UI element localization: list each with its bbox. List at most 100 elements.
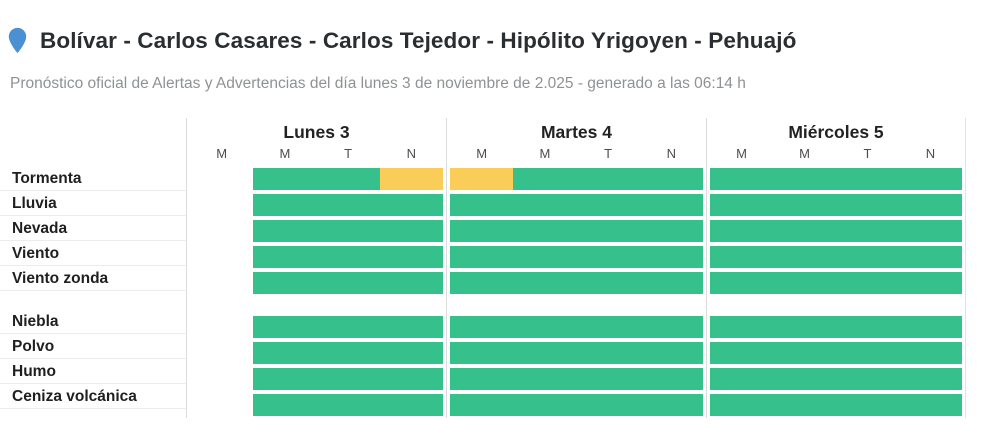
day-column: Martes 4 M M T N — [446, 118, 706, 418]
period-cell-ok — [316, 246, 380, 268]
period-cell-ok — [836, 194, 899, 216]
period-cell-ok — [253, 342, 317, 364]
period-cell-ok — [316, 168, 380, 190]
period-cell-ok — [576, 394, 640, 416]
hazard-row-label: Humo — [0, 359, 186, 384]
period-cell-ok — [710, 368, 773, 390]
period-letter: T — [604, 146, 613, 161]
period-cell-ok — [773, 342, 836, 364]
labels-header-spacer — [0, 118, 186, 166]
period-cell-ok — [836, 220, 899, 242]
forecast-subtitle: Pronóstico oficial de Alertas y Adverten… — [10, 75, 746, 92]
period-cell-ok — [576, 316, 640, 338]
day-column: Lunes 3 M M T N — [186, 118, 446, 418]
hazard-row-label: Ceniza volcánica — [0, 384, 186, 409]
period-cell-ok — [773, 316, 836, 338]
hazard-bar-row — [187, 244, 446, 270]
period-letter: T — [344, 146, 353, 161]
period-cell-ok — [899, 246, 962, 268]
hazard-bar-row — [707, 244, 965, 270]
period-cell-ok — [899, 220, 962, 242]
hazard-bar-row — [707, 340, 965, 366]
period-letter: N — [666, 146, 677, 161]
period-cell-ok — [836, 394, 899, 416]
period-cell-ok — [836, 368, 899, 390]
alerts-table: Tormenta Lluvia Nevada Viento Viento zonda Ni… — [0, 118, 970, 418]
period-cell-ok — [773, 272, 836, 294]
period-letter: M — [539, 146, 551, 161]
row-group-gap — [0, 291, 186, 309]
hazard-bar-row — [447, 366, 706, 392]
period-cell-ok — [450, 394, 514, 416]
hazard-bar-row — [187, 270, 446, 296]
period-cell-ok — [253, 168, 317, 190]
period-cell-ok — [450, 246, 514, 268]
period-cell-ok — [576, 272, 640, 294]
period-cell-ok — [379, 316, 443, 338]
period-cell-warn — [379, 168, 443, 190]
period-cell-ok — [253, 394, 317, 416]
period-cell-ok — [773, 220, 836, 242]
period-cell-ok — [513, 246, 577, 268]
period-letter: M — [476, 146, 488, 161]
period-cell-ok — [576, 246, 640, 268]
period-cell-ok — [899, 342, 962, 364]
period-cell-ok — [379, 246, 443, 268]
period-cell-ok — [639, 342, 703, 364]
row-group-gap — [447, 296, 706, 314]
period-cell-ok — [836, 272, 899, 294]
period-cell-ok — [513, 220, 577, 242]
period-cell-ok — [513, 316, 577, 338]
period-cell-none — [190, 220, 253, 242]
period-cell-ok — [836, 168, 899, 190]
period-cell-none — [190, 316, 253, 338]
hazard-bar-row — [707, 392, 965, 418]
period-cell-ok — [379, 194, 443, 216]
hazard-row-label: Niebla — [0, 309, 186, 334]
hazard-bar-row — [707, 166, 965, 192]
row-group-gap — [707, 296, 965, 314]
period-cell-ok — [513, 194, 577, 216]
period-cell-none — [190, 342, 253, 364]
period-cell-ok — [513, 272, 577, 294]
period-cell-ok — [710, 394, 773, 416]
day-column: Miércoles 5 M M T N — [706, 118, 966, 418]
hazard-bar-row — [187, 392, 446, 418]
period-cell-ok — [379, 272, 443, 294]
day-header: Martes 4 — [540, 122, 612, 142]
period-letter: M — [279, 146, 291, 161]
period-cell-ok — [576, 342, 640, 364]
hazard-row-label: Viento zonda — [0, 266, 186, 291]
period-cell-ok — [316, 394, 380, 416]
period-cell-ok — [710, 220, 773, 242]
period-cell-ok — [450, 272, 514, 294]
period-cell-ok — [253, 272, 317, 294]
period-cell-ok — [710, 168, 773, 190]
period-cell-ok — [316, 368, 380, 390]
period-cell-ok — [899, 194, 962, 216]
day-header: Miércoles 5 — [788, 122, 884, 142]
period-cell-ok — [836, 316, 899, 338]
period-cell-ok — [773, 246, 836, 268]
period-cell-ok — [316, 220, 380, 242]
hazard-bar-row — [707, 192, 965, 218]
hazard-bar-row — [187, 192, 446, 218]
period-cell-ok — [899, 316, 962, 338]
period-cell-ok — [513, 342, 577, 364]
period-cell-ok — [639, 394, 703, 416]
period-letter: M — [216, 146, 228, 161]
period-cell-ok — [450, 220, 514, 242]
hazard-bar-row — [187, 314, 446, 340]
period-cell-none — [190, 368, 253, 390]
period-cell-ok — [639, 168, 703, 190]
hazard-bar-row — [707, 314, 965, 340]
hazard-bar-row — [447, 244, 706, 270]
hazard-bar-row — [447, 218, 706, 244]
period-cell-none — [190, 194, 253, 216]
period-cell-ok — [710, 246, 773, 268]
period-cell-none — [190, 272, 253, 294]
period-cell-ok — [379, 394, 443, 416]
period-cell-ok — [639, 246, 703, 268]
